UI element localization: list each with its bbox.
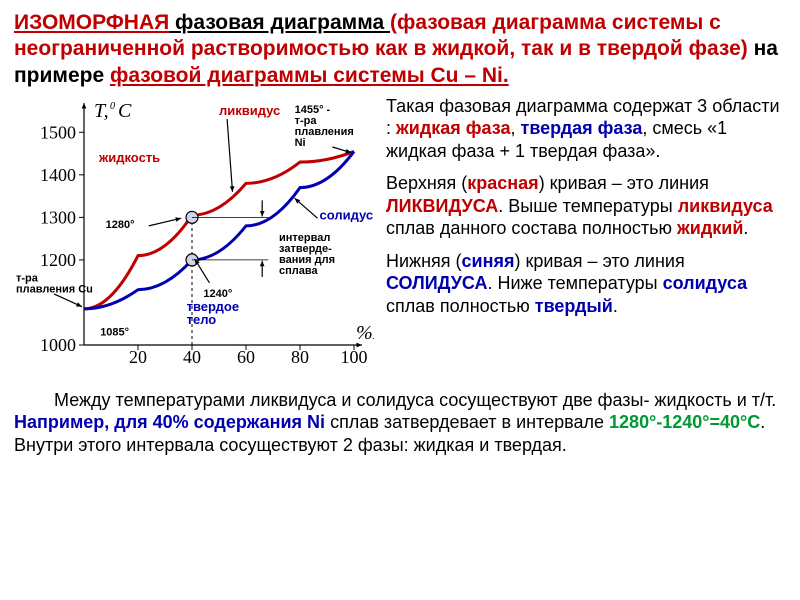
svg-text:T,: T, [94, 100, 109, 122]
title-seg1: ИЗОМОРФНАЯ [14, 11, 169, 34]
svg-text:1500: 1500 [40, 122, 76, 142]
title-seg2: фазовая диаграмма [169, 11, 390, 34]
svg-text:сплава: сплава [279, 265, 318, 277]
para-regions: Такая фазовая диаграмма содержат 3 облас… [386, 95, 786, 163]
svg-text:1400: 1400 [40, 165, 76, 185]
svg-text:C: C [118, 100, 132, 122]
svg-text:100: 100 [341, 347, 368, 367]
title-seg6: Cu – Ni. [431, 64, 509, 87]
page-title: ИЗОМОРФНАЯ фазовая диаграмма (фазовая ди… [14, 10, 786, 89]
svg-text:40: 40 [183, 347, 201, 367]
description-text: Такая фазовая диаграмма содержат 3 облас… [386, 95, 786, 385]
svg-text:1240°: 1240° [203, 288, 232, 300]
svg-text:20: 20 [129, 347, 147, 367]
svg-text:1300: 1300 [40, 207, 76, 227]
para-liquidus: Верхняя (красная) кривая – это линия ЛИК… [386, 172, 786, 240]
svg-text:жидкость: жидкость [98, 150, 160, 165]
bottom-paragraph: Между температурами ликвидуса и солидуса… [14, 389, 786, 457]
svg-text:ликвидус: ликвидус [219, 103, 280, 118]
phase-diagram-chart: 20 40 60 80 100 1000 1200 1300 1400 1500 %Ni T, C0 ли… [14, 95, 374, 385]
svg-text:%Ni: %Ni [356, 322, 374, 344]
svg-text:80: 80 [291, 347, 309, 367]
svg-text:60: 60 [237, 347, 255, 367]
title-seg5: фазовой диаграммы системы [110, 64, 431, 87]
para-solidus: Нижняя (синяя) кривая – это линия СОЛИДУ… [386, 250, 786, 318]
svg-text:1000: 1000 [40, 335, 76, 355]
svg-text:1280°: 1280° [106, 219, 135, 231]
svg-text:1200: 1200 [40, 250, 76, 270]
svg-text:тело: тело [187, 312, 217, 327]
svg-text:0: 0 [110, 101, 115, 112]
svg-text:солидус: солидус [320, 207, 374, 222]
svg-text:1085°: 1085° [100, 326, 129, 338]
svg-text:Ni: Ni [295, 137, 306, 149]
